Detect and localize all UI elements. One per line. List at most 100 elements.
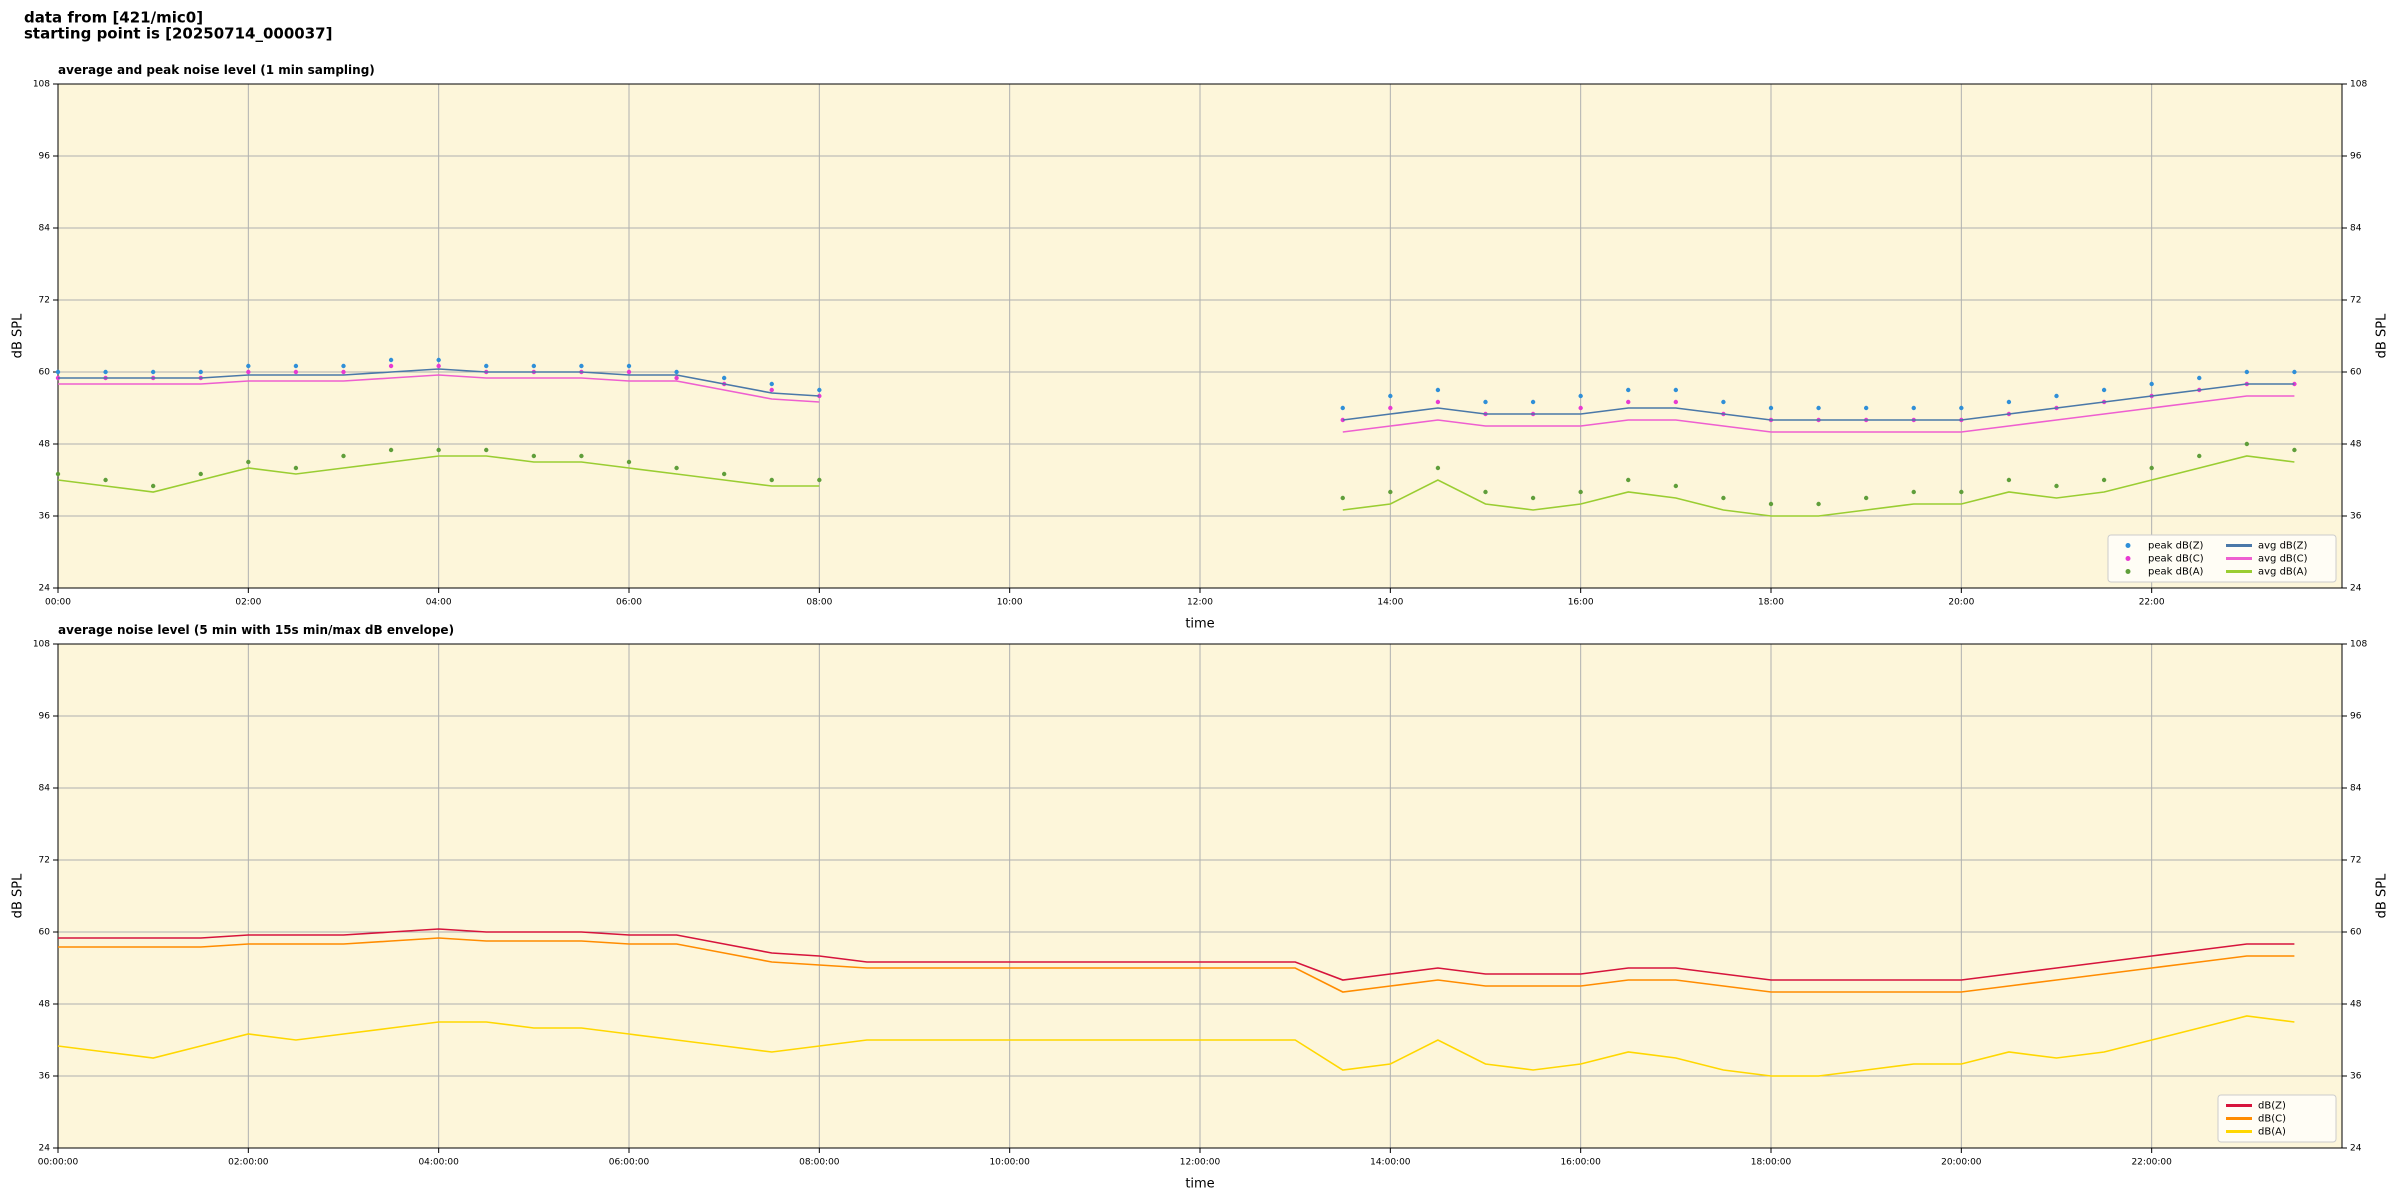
x-axis-label: time [1185,617,1214,632]
x-tick-label: 20:00:00 [1941,1158,1982,1168]
legend-label: peak dB(Z) [2148,541,2204,552]
legend-label: peak dB(A) [2148,567,2204,578]
peak-point [1578,405,1583,411]
peak-point [626,363,632,369]
peak-point [246,369,251,375]
x-tick-label: 12:00 [1187,598,1213,608]
x-tick-label: 08:00 [806,598,832,608]
peak-point [2197,375,2202,381]
peak-point [1721,399,1726,405]
peak-point [1721,495,1726,501]
y-tick-label: 96 [39,712,51,722]
peak-point [1911,489,1916,495]
peak-point [484,447,489,453]
peak-point [55,471,61,477]
legend-swatch [2125,569,2131,574]
y-tick-label: 24 [39,1144,51,1154]
legend-label: dB(Z) [2258,1101,2286,1112]
y-tick-label: 48 [2350,440,2362,450]
peak-point [388,447,394,453]
peak-point [674,369,679,375]
header-line: data from [421/mic0] [24,9,203,27]
peak-point [1388,405,1393,411]
peak-point [1626,477,1631,483]
y-tick-label: 96 [39,152,51,162]
peak-point [626,369,632,375]
peak-point [2006,477,2012,483]
peak-point [579,363,584,369]
peak-point [721,471,727,477]
peak-point [1863,405,1869,411]
legend-swatch [2125,556,2131,561]
peak-point [1816,501,1821,507]
peak-point [2054,483,2059,489]
peak-point [1673,399,1679,405]
peak-point [436,447,441,453]
peak-point [103,477,108,483]
y-tick-label: 36 [2350,1072,2362,1082]
legend-label: dB(A) [2258,1127,2286,1138]
y-tick-label: 24 [2350,1144,2362,1154]
peak-point [2292,381,2297,387]
peak-point [1959,489,1964,495]
peak-point [817,387,822,393]
x-tick-label: 16:00 [1568,598,1594,608]
chart-title: average and peak noise level (1 min samp… [58,63,375,77]
plot-frame [57,643,2343,1149]
peak-point [2149,465,2154,471]
x-tick-label: 00:00 [45,598,71,608]
y-tick-label: 108 [33,80,50,90]
y-tick-label: 96 [2350,712,2362,722]
x-tick-label: 22:00:00 [2131,1158,2172,1168]
peak-point [293,363,299,369]
y-tick-label: 48 [39,1000,51,1010]
header-line: starting point is [20250714_000037] [24,25,332,43]
y-tick-label: 72 [2350,296,2361,306]
series-line [58,928,2295,981]
peak-point [293,465,299,471]
x-tick-label: 06:00 [616,598,642,608]
y-tick-label: 60 [39,928,51,938]
peak-point [2149,381,2154,387]
peak-point [1578,393,1583,399]
peak-point [531,363,537,369]
peak-point [198,471,203,477]
peak-point [1388,393,1393,399]
peak-point [150,483,156,489]
legend-box [2107,534,2337,583]
y-axis-label: dB SPL [11,313,26,358]
peak-point [1626,387,1631,393]
peak-point [55,369,61,375]
peak-point [1483,489,1488,495]
peak-point [2292,447,2297,453]
peak-point [388,357,394,363]
x-tick-label: 14:00 [1377,598,1403,608]
y-axis-label: dB SPL [11,873,26,918]
peak-point [769,381,774,387]
peak-point [2054,393,2059,399]
peak-point [2101,387,2107,393]
y-tick-label: 36 [39,1072,51,1082]
series-line [58,374,2295,433]
legend-label: avg dB(A) [2258,567,2308,578]
peak-point [436,363,441,369]
y-tick-label: 72 [39,296,50,306]
y-tick-label: 108 [2350,640,2367,650]
peak-point [1673,387,1679,393]
legend-label: avg dB(Z) [2258,541,2308,552]
peak-point [1816,405,1821,411]
peak-point [198,369,203,375]
chart-title: average noise level (5 min with 15s min/… [58,623,454,637]
peak-point [388,363,394,369]
x-tick-label: 10:00 [997,598,1023,608]
peak-point [769,387,774,393]
x-tick-label: 02:00 [235,598,261,608]
y-tick-label: 24 [39,584,51,594]
peak-point [2244,369,2250,375]
peak-point [1435,387,1441,393]
peak-point [531,453,537,459]
y-tick-label: 24 [2350,584,2362,594]
y-tick-label: 84 [2350,784,2362,794]
y-tick-label: 36 [39,512,51,522]
